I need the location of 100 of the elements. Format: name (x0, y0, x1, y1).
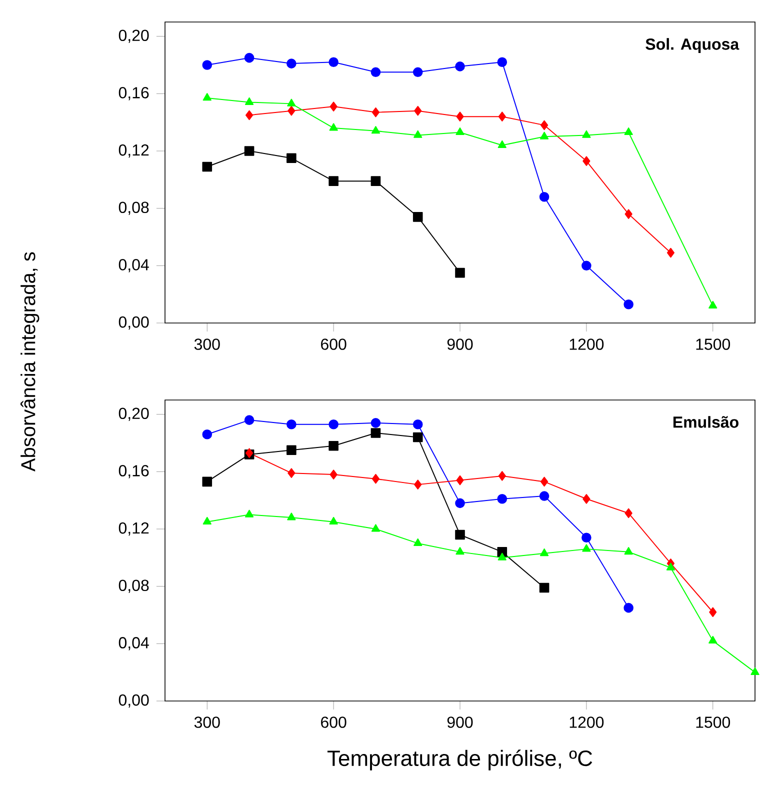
point (540, 548, 549, 556)
point (287, 98, 296, 106)
point (666, 562, 676, 570)
x-tick-label: 1200 (570, 716, 604, 728)
point (708, 636, 718, 644)
point (328, 57, 338, 68)
point (582, 532, 592, 542)
y-tick-label: 0,16 (118, 87, 149, 100)
x-tick-label: 900 (447, 716, 473, 728)
point (202, 476, 212, 487)
point (540, 132, 549, 140)
point (624, 602, 634, 613)
point (202, 60, 212, 70)
point (244, 415, 254, 425)
point (455, 530, 465, 540)
y-tick-label: 0,04 (118, 637, 149, 650)
point (328, 440, 338, 451)
y-tick-label: 0,20 (118, 30, 149, 43)
point (244, 97, 254, 105)
point (455, 498, 465, 508)
point (497, 494, 508, 504)
point (582, 544, 591, 552)
y-tick-label: 0,16 (118, 465, 149, 478)
point (498, 112, 506, 122)
point (414, 538, 422, 546)
y-tick-label: 0,12 (118, 522, 149, 536)
point (414, 130, 422, 138)
point (498, 140, 506, 148)
annotation: Sol. Aquosa (646, 38, 740, 54)
y-tick-label: 0,20 (118, 408, 149, 421)
x-tick-label: 300 (194, 338, 220, 350)
point (624, 508, 632, 518)
point (244, 146, 254, 156)
point (455, 62, 465, 72)
y-tick-label: 0,04 (118, 259, 149, 272)
point (498, 552, 506, 560)
point (244, 510, 254, 518)
point (624, 209, 632, 219)
point (624, 299, 634, 310)
point (540, 120, 548, 130)
point (412, 419, 423, 430)
point (330, 470, 338, 480)
point (582, 156, 590, 166)
y-axis-title: Absorvância integrada, s (20, 252, 40, 472)
point (286, 58, 296, 68)
point (497, 57, 508, 68)
point (244, 52, 254, 63)
y-tick-label: 0,00 (118, 316, 149, 330)
point (455, 268, 465, 278)
point (370, 428, 381, 438)
point (456, 127, 464, 136)
point (456, 547, 464, 555)
point (582, 260, 592, 271)
point (286, 153, 296, 164)
x-tick-label: 1200 (570, 338, 604, 350)
point (498, 471, 506, 481)
x-tick-label: 300 (194, 716, 220, 728)
point (202, 162, 212, 172)
point (539, 582, 550, 593)
point (709, 607, 717, 618)
y-tick-label: 0,00 (118, 694, 149, 708)
point (412, 432, 423, 442)
x-tick-label: 900 (447, 338, 473, 350)
point (456, 475, 464, 486)
point (456, 112, 464, 122)
x-tick-label: 600 (321, 716, 346, 728)
point (371, 524, 380, 532)
point (288, 468, 296, 478)
x-tick-label: 1500 (696, 716, 730, 728)
y-tick-label: 0,08 (118, 202, 149, 215)
point (245, 110, 254, 120)
point (202, 429, 212, 440)
point (328, 176, 338, 186)
point (414, 480, 422, 490)
point (582, 130, 591, 138)
point (370, 418, 381, 428)
point (286, 445, 296, 456)
point (370, 67, 381, 78)
point (287, 512, 296, 520)
point (371, 126, 380, 134)
point (372, 474, 380, 484)
point (582, 494, 590, 504)
point (288, 106, 296, 116)
y-tick-label: 0,08 (118, 580, 149, 593)
point (202, 516, 212, 525)
point (412, 67, 423, 78)
x-axis-title: Temperatura de pirólise, ºC (327, 750, 592, 770)
point (329, 516, 338, 525)
x-tick-label: 1500 (696, 338, 730, 350)
point (328, 419, 338, 430)
point (624, 547, 633, 555)
point (539, 192, 550, 202)
annotation: Emulsão (673, 416, 738, 428)
point (414, 106, 422, 116)
point (370, 176, 381, 186)
point (708, 300, 718, 308)
point (329, 123, 338, 131)
point (624, 127, 633, 136)
point (412, 212, 423, 222)
point (372, 107, 380, 118)
